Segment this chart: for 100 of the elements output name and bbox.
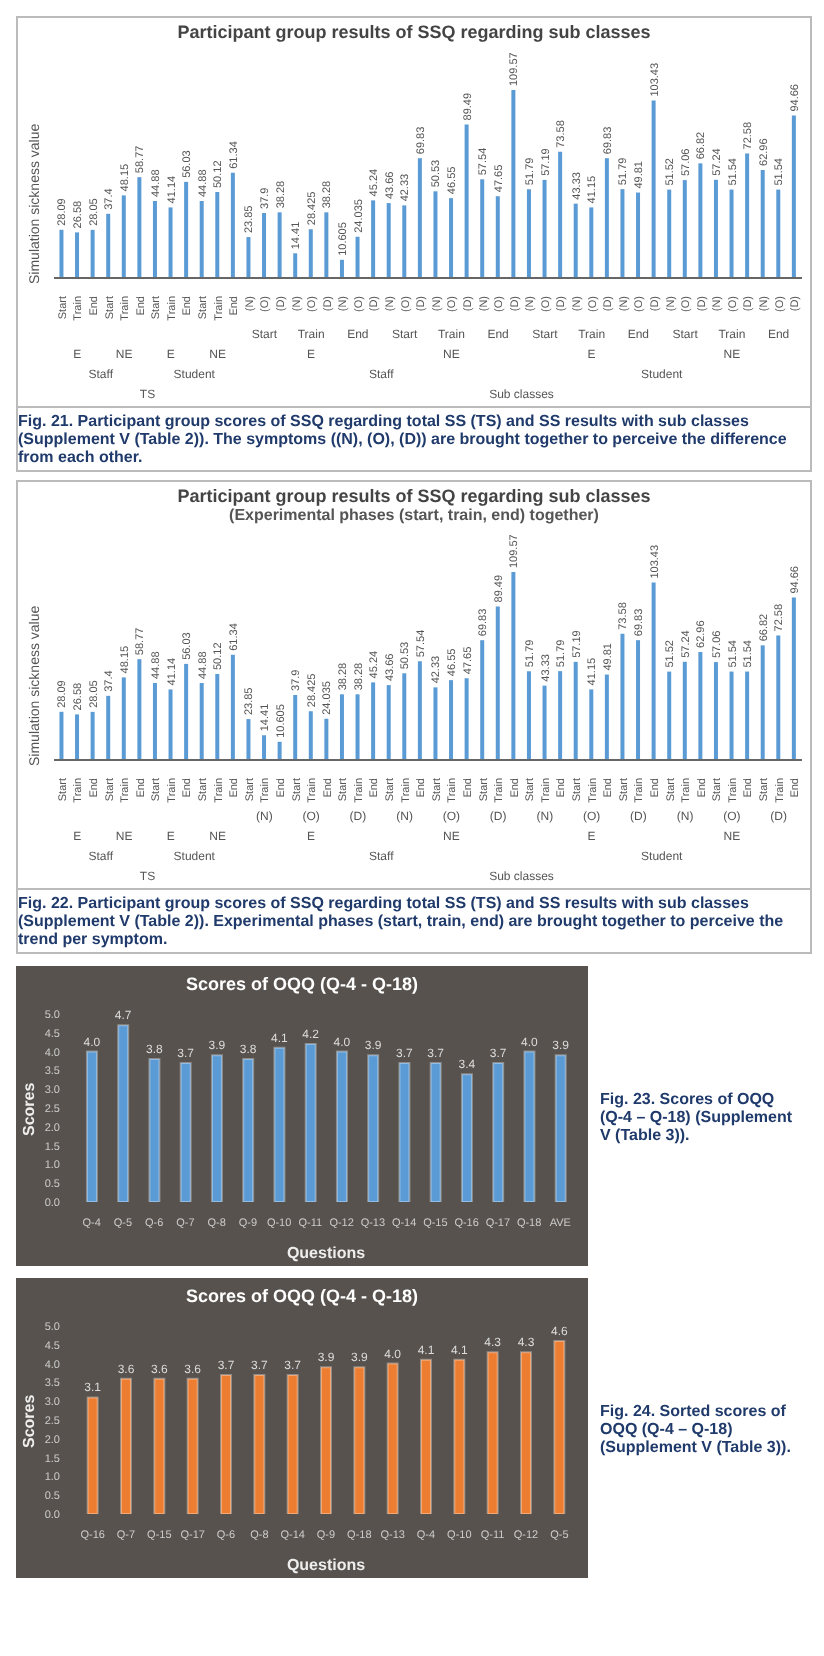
bar xyxy=(729,671,734,760)
bar xyxy=(398,1061,411,1202)
bar xyxy=(604,674,609,760)
bar xyxy=(371,200,376,278)
bar xyxy=(760,169,765,278)
chart-title: Participant group results of SSQ regarding sub classes xyxy=(175,484,653,506)
bar xyxy=(553,1340,566,1514)
bar xyxy=(210,1054,223,1202)
bar xyxy=(277,741,282,760)
bar xyxy=(511,90,516,278)
bar xyxy=(355,694,360,760)
bar xyxy=(199,201,204,278)
x-axis-title: Questions xyxy=(286,1244,367,1262)
bar xyxy=(121,677,126,760)
bar xyxy=(558,671,563,760)
bar xyxy=(620,189,625,278)
bar xyxy=(86,1396,99,1514)
bar xyxy=(320,1366,332,1514)
bar xyxy=(417,661,422,760)
bar xyxy=(589,689,594,760)
bar xyxy=(220,1373,232,1514)
bar xyxy=(651,100,656,278)
bar xyxy=(230,654,235,760)
bar xyxy=(713,662,718,760)
bar xyxy=(464,678,469,760)
bar xyxy=(433,687,438,760)
bar xyxy=(651,582,656,760)
bar xyxy=(324,718,329,760)
bar xyxy=(417,158,422,278)
bar xyxy=(791,597,796,760)
bar xyxy=(636,640,641,760)
bar xyxy=(355,236,360,278)
bar xyxy=(117,1024,130,1202)
bar xyxy=(59,229,64,278)
bar xyxy=(495,196,500,278)
bar xyxy=(246,719,251,760)
bar xyxy=(152,683,157,760)
bar xyxy=(215,674,220,760)
bar xyxy=(148,1058,161,1202)
bar xyxy=(729,189,734,278)
bar xyxy=(85,1050,98,1202)
bar xyxy=(698,651,703,760)
bar xyxy=(308,711,313,760)
bar xyxy=(523,1050,536,1202)
bar xyxy=(230,172,235,278)
bar xyxy=(573,661,578,760)
bar xyxy=(386,203,391,278)
bar xyxy=(429,1061,442,1202)
bar xyxy=(558,151,563,278)
bar xyxy=(186,1377,199,1514)
bar xyxy=(324,212,329,278)
bar xyxy=(184,663,189,760)
bar xyxy=(464,124,469,278)
bar xyxy=(179,1061,192,1202)
bar xyxy=(253,1373,266,1514)
x-axis-title: Questions xyxy=(286,1556,367,1574)
bar xyxy=(492,1061,505,1202)
bar xyxy=(791,115,796,278)
bar xyxy=(262,212,267,278)
chart-title: Scores of OQQ (Q-4 - Q-18) xyxy=(183,1284,421,1306)
bar xyxy=(745,671,750,760)
bar xyxy=(480,179,485,278)
bar xyxy=(293,253,298,278)
caption: Fig. 21. Participant group scores of SSQ regarding total SS (TS) and SS results with sub classes (Supplement V (Table 2)). The symptoms ((N), (O), (D)) are brought together to perceive the difference from each other. xyxy=(18,406,810,470)
bar xyxy=(402,205,407,278)
bar xyxy=(495,606,500,760)
bar xyxy=(242,1058,255,1202)
bar xyxy=(745,153,750,278)
bar xyxy=(667,671,672,760)
bar xyxy=(698,163,703,278)
bar xyxy=(106,695,111,760)
bar xyxy=(273,1046,286,1202)
bar xyxy=(713,179,718,278)
bar xyxy=(277,212,282,278)
bar xyxy=(573,203,578,278)
bar xyxy=(215,192,220,278)
bar xyxy=(367,1054,380,1202)
bar xyxy=(371,682,376,760)
bar xyxy=(386,1362,399,1514)
bar xyxy=(542,179,547,278)
bar xyxy=(402,673,407,760)
bar xyxy=(353,1366,366,1514)
caption: Fig. 24. Sorted scores of OQQ (Q-4 – Q-18) (Supplement V (Table 3)). xyxy=(600,1401,793,1455)
bar xyxy=(75,714,80,760)
chart-title: Participant group results of SSQ regarding sub classes xyxy=(175,20,653,42)
bar xyxy=(335,1050,348,1202)
bar xyxy=(636,192,641,278)
bar xyxy=(460,1073,473,1202)
bar xyxy=(682,661,687,760)
chart-title: Scores of OQQ (Q-4 - Q-18) xyxy=(183,972,421,994)
bar xyxy=(526,671,531,760)
bar xyxy=(262,735,267,760)
bar xyxy=(339,259,344,278)
bar xyxy=(526,189,531,278)
bar xyxy=(120,1377,132,1514)
bar xyxy=(386,685,391,760)
bar xyxy=(667,189,672,278)
bar xyxy=(449,680,454,760)
bar xyxy=(106,213,111,278)
bar xyxy=(433,191,438,278)
